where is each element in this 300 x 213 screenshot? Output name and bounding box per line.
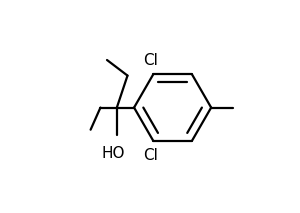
Text: Cl: Cl <box>143 148 158 163</box>
Text: HO: HO <box>102 146 125 161</box>
Text: Cl: Cl <box>143 53 158 68</box>
